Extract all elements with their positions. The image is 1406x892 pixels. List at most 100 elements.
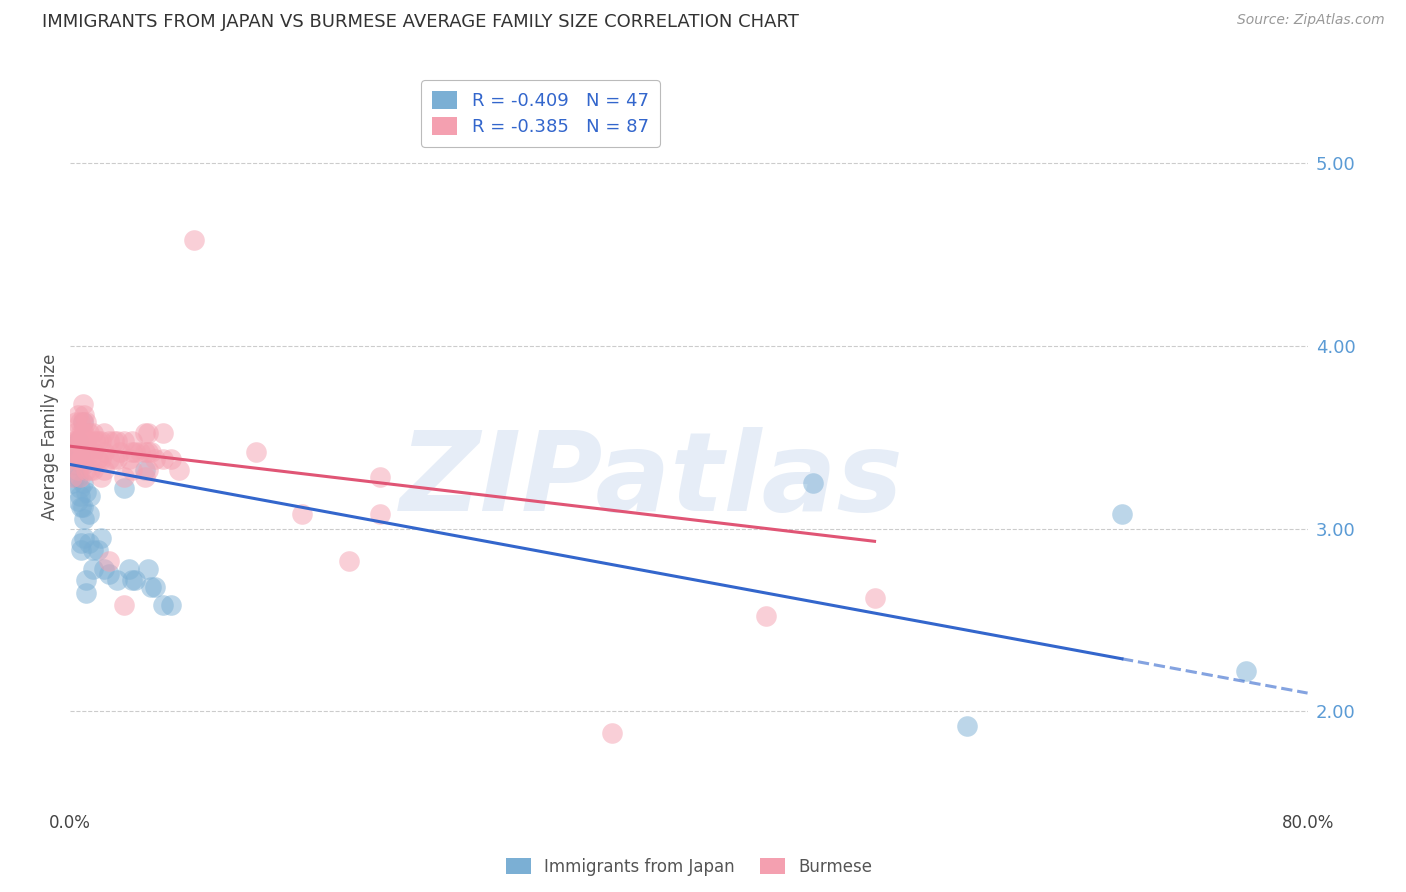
Point bbox=[183, 233, 205, 247]
Point bbox=[160, 599, 183, 613]
Point bbox=[93, 444, 115, 458]
Point bbox=[84, 434, 107, 448]
Point bbox=[124, 444, 146, 458]
Point bbox=[63, 426, 86, 441]
Point bbox=[134, 444, 156, 458]
Point bbox=[108, 444, 131, 458]
Text: ZIPatlas: ZIPatlas bbox=[399, 427, 904, 534]
Point bbox=[69, 434, 91, 448]
Point bbox=[134, 470, 156, 484]
Point bbox=[368, 507, 391, 521]
Point bbox=[67, 444, 90, 458]
Point bbox=[70, 536, 93, 550]
Point bbox=[65, 458, 87, 472]
Point bbox=[90, 470, 112, 484]
Point bbox=[118, 452, 141, 467]
Point bbox=[136, 444, 159, 458]
Point bbox=[62, 434, 84, 448]
Point bbox=[73, 408, 96, 422]
Point bbox=[69, 416, 91, 430]
Point bbox=[134, 426, 156, 441]
Point bbox=[77, 434, 100, 448]
Point bbox=[863, 591, 886, 605]
Text: IMMIGRANTS FROM JAPAN VS BURMESE AVERAGE FAMILY SIZE CORRELATION CHART: IMMIGRANTS FROM JAPAN VS BURMESE AVERAGE… bbox=[42, 13, 799, 31]
Point bbox=[337, 554, 360, 568]
Point bbox=[73, 434, 96, 448]
Point bbox=[245, 444, 267, 458]
Point bbox=[67, 434, 90, 448]
Point bbox=[67, 463, 90, 477]
Point bbox=[121, 444, 143, 458]
Point bbox=[160, 452, 183, 467]
Point bbox=[134, 463, 156, 477]
Point bbox=[72, 416, 94, 430]
Point bbox=[70, 452, 93, 467]
Point bbox=[72, 500, 94, 514]
Point bbox=[67, 434, 90, 448]
Point bbox=[60, 475, 83, 490]
Point bbox=[79, 489, 101, 503]
Point bbox=[60, 470, 83, 484]
Point bbox=[75, 444, 97, 458]
Point bbox=[67, 470, 90, 484]
Point bbox=[72, 397, 94, 411]
Point bbox=[67, 494, 90, 508]
Point bbox=[145, 452, 167, 467]
Point bbox=[69, 489, 91, 503]
Point bbox=[75, 463, 97, 477]
Point bbox=[167, 463, 190, 477]
Point bbox=[98, 434, 121, 448]
Point bbox=[139, 580, 162, 594]
Point bbox=[368, 470, 391, 484]
Point bbox=[152, 426, 174, 441]
Point bbox=[72, 475, 94, 490]
Point bbox=[73, 531, 96, 545]
Point bbox=[114, 470, 136, 484]
Point bbox=[73, 512, 96, 526]
Point bbox=[145, 580, 167, 594]
Point bbox=[77, 536, 100, 550]
Point bbox=[136, 463, 159, 477]
Point bbox=[114, 434, 136, 448]
Point bbox=[86, 452, 108, 467]
Point bbox=[121, 463, 143, 477]
Point bbox=[69, 470, 91, 484]
Point bbox=[65, 434, 87, 448]
Point bbox=[129, 444, 152, 458]
Point bbox=[98, 452, 121, 467]
Point bbox=[121, 573, 143, 587]
Point bbox=[75, 573, 97, 587]
Point bbox=[67, 408, 90, 422]
Point bbox=[72, 452, 94, 467]
Point bbox=[93, 426, 115, 441]
Point bbox=[87, 543, 110, 558]
Point bbox=[82, 543, 105, 558]
Point bbox=[98, 554, 121, 568]
Point bbox=[114, 481, 136, 495]
Point bbox=[1111, 507, 1133, 521]
Point bbox=[118, 562, 141, 576]
Point bbox=[79, 444, 101, 458]
Point bbox=[121, 434, 143, 448]
Point bbox=[75, 585, 97, 599]
Point bbox=[956, 719, 979, 733]
Point bbox=[72, 416, 94, 430]
Point bbox=[72, 444, 94, 458]
Point bbox=[90, 531, 112, 545]
Point bbox=[136, 562, 159, 576]
Point bbox=[82, 562, 105, 576]
Point bbox=[69, 481, 91, 495]
Point bbox=[65, 452, 87, 467]
Point bbox=[72, 426, 94, 441]
Point bbox=[136, 426, 159, 441]
Point bbox=[65, 444, 87, 458]
Point bbox=[75, 434, 97, 448]
Point bbox=[63, 470, 86, 484]
Point bbox=[69, 449, 91, 463]
Point bbox=[82, 426, 105, 441]
Point bbox=[69, 452, 91, 467]
Point bbox=[103, 434, 125, 448]
Point bbox=[75, 416, 97, 430]
Point bbox=[755, 609, 778, 624]
Point bbox=[70, 543, 93, 558]
